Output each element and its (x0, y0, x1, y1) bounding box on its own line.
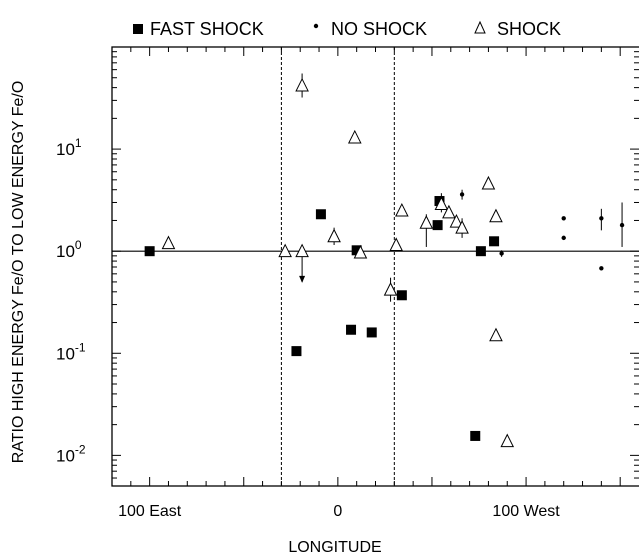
no-shock-point (599, 216, 604, 221)
fast-shock-point (346, 324, 357, 335)
fast-shock-point (351, 245, 362, 256)
x-tick-label: 100 East (118, 503, 182, 520)
shock-point (455, 220, 469, 234)
fast-shock-point (475, 246, 486, 257)
x-axis-label: LONGITUDE (288, 539, 381, 556)
x-tick-label: 100 West (492, 503, 560, 520)
upper-limit-arrowhead (299, 275, 306, 283)
shock-point (327, 228, 341, 243)
shock-point (449, 213, 464, 228)
legend-shock-label: SHOCK (497, 19, 561, 39)
y-tick-label: 101 (56, 136, 82, 159)
fast-shock-point (396, 290, 407, 301)
legend-no-shock-marker (313, 23, 319, 29)
x-tick-label: 0 (333, 503, 342, 520)
shock-point (383, 282, 398, 296)
no-shock-point (599, 266, 604, 271)
y-tick-label: 10-2 (56, 442, 86, 465)
y-tick-label: 10-1 (56, 340, 86, 363)
legend-fast-shock-label: FAST SHOCK (150, 19, 264, 39)
legend-shock-marker (474, 20, 486, 34)
fast-shock-point (470, 430, 481, 441)
shock-point (347, 129, 362, 144)
fast-shock-point (366, 327, 377, 338)
fast-shock-point (432, 220, 443, 231)
data-marks (144, 73, 625, 448)
shock-point (442, 204, 456, 219)
shock-point (500, 433, 515, 448)
shock-point (295, 243, 309, 258)
plot-frame (111, 46, 639, 487)
shock-point (489, 208, 503, 223)
legend-no-shock-label: NO SHOCK (331, 19, 427, 39)
plot-area (112, 47, 639, 486)
no-shock-point (561, 235, 566, 241)
fast-shock-point (291, 346, 302, 357)
fast-shock-point (489, 236, 500, 247)
no-shock-point (499, 251, 504, 256)
shock-point (353, 244, 368, 259)
shock-point (434, 196, 449, 210)
legend: FAST SHOCK NO SHOCK SHOCK (133, 19, 561, 39)
shock-point (389, 237, 404, 251)
no-shock-point (459, 192, 465, 197)
fast-shock-point (315, 209, 326, 220)
fast-shock-point (144, 246, 155, 257)
shock-point (395, 202, 409, 217)
legend-fast-shock-marker (133, 24, 143, 34)
shock-point (419, 215, 434, 229)
shock-point (489, 327, 503, 342)
axes: 100 East 0 100 West 101 100 10-1 10-2 (56, 46, 639, 520)
shock-point (295, 77, 309, 92)
shock-point (161, 235, 176, 250)
shock-point (481, 175, 496, 190)
y-axis-label: RATIO HIGH ENERGY Fe/O TO LOW ENERGY Fe/… (10, 81, 27, 464)
no-shock-point (619, 222, 625, 228)
shock-point (278, 243, 292, 258)
no-shock-point (561, 216, 566, 221)
y-tick-label: 100 (56, 238, 82, 261)
